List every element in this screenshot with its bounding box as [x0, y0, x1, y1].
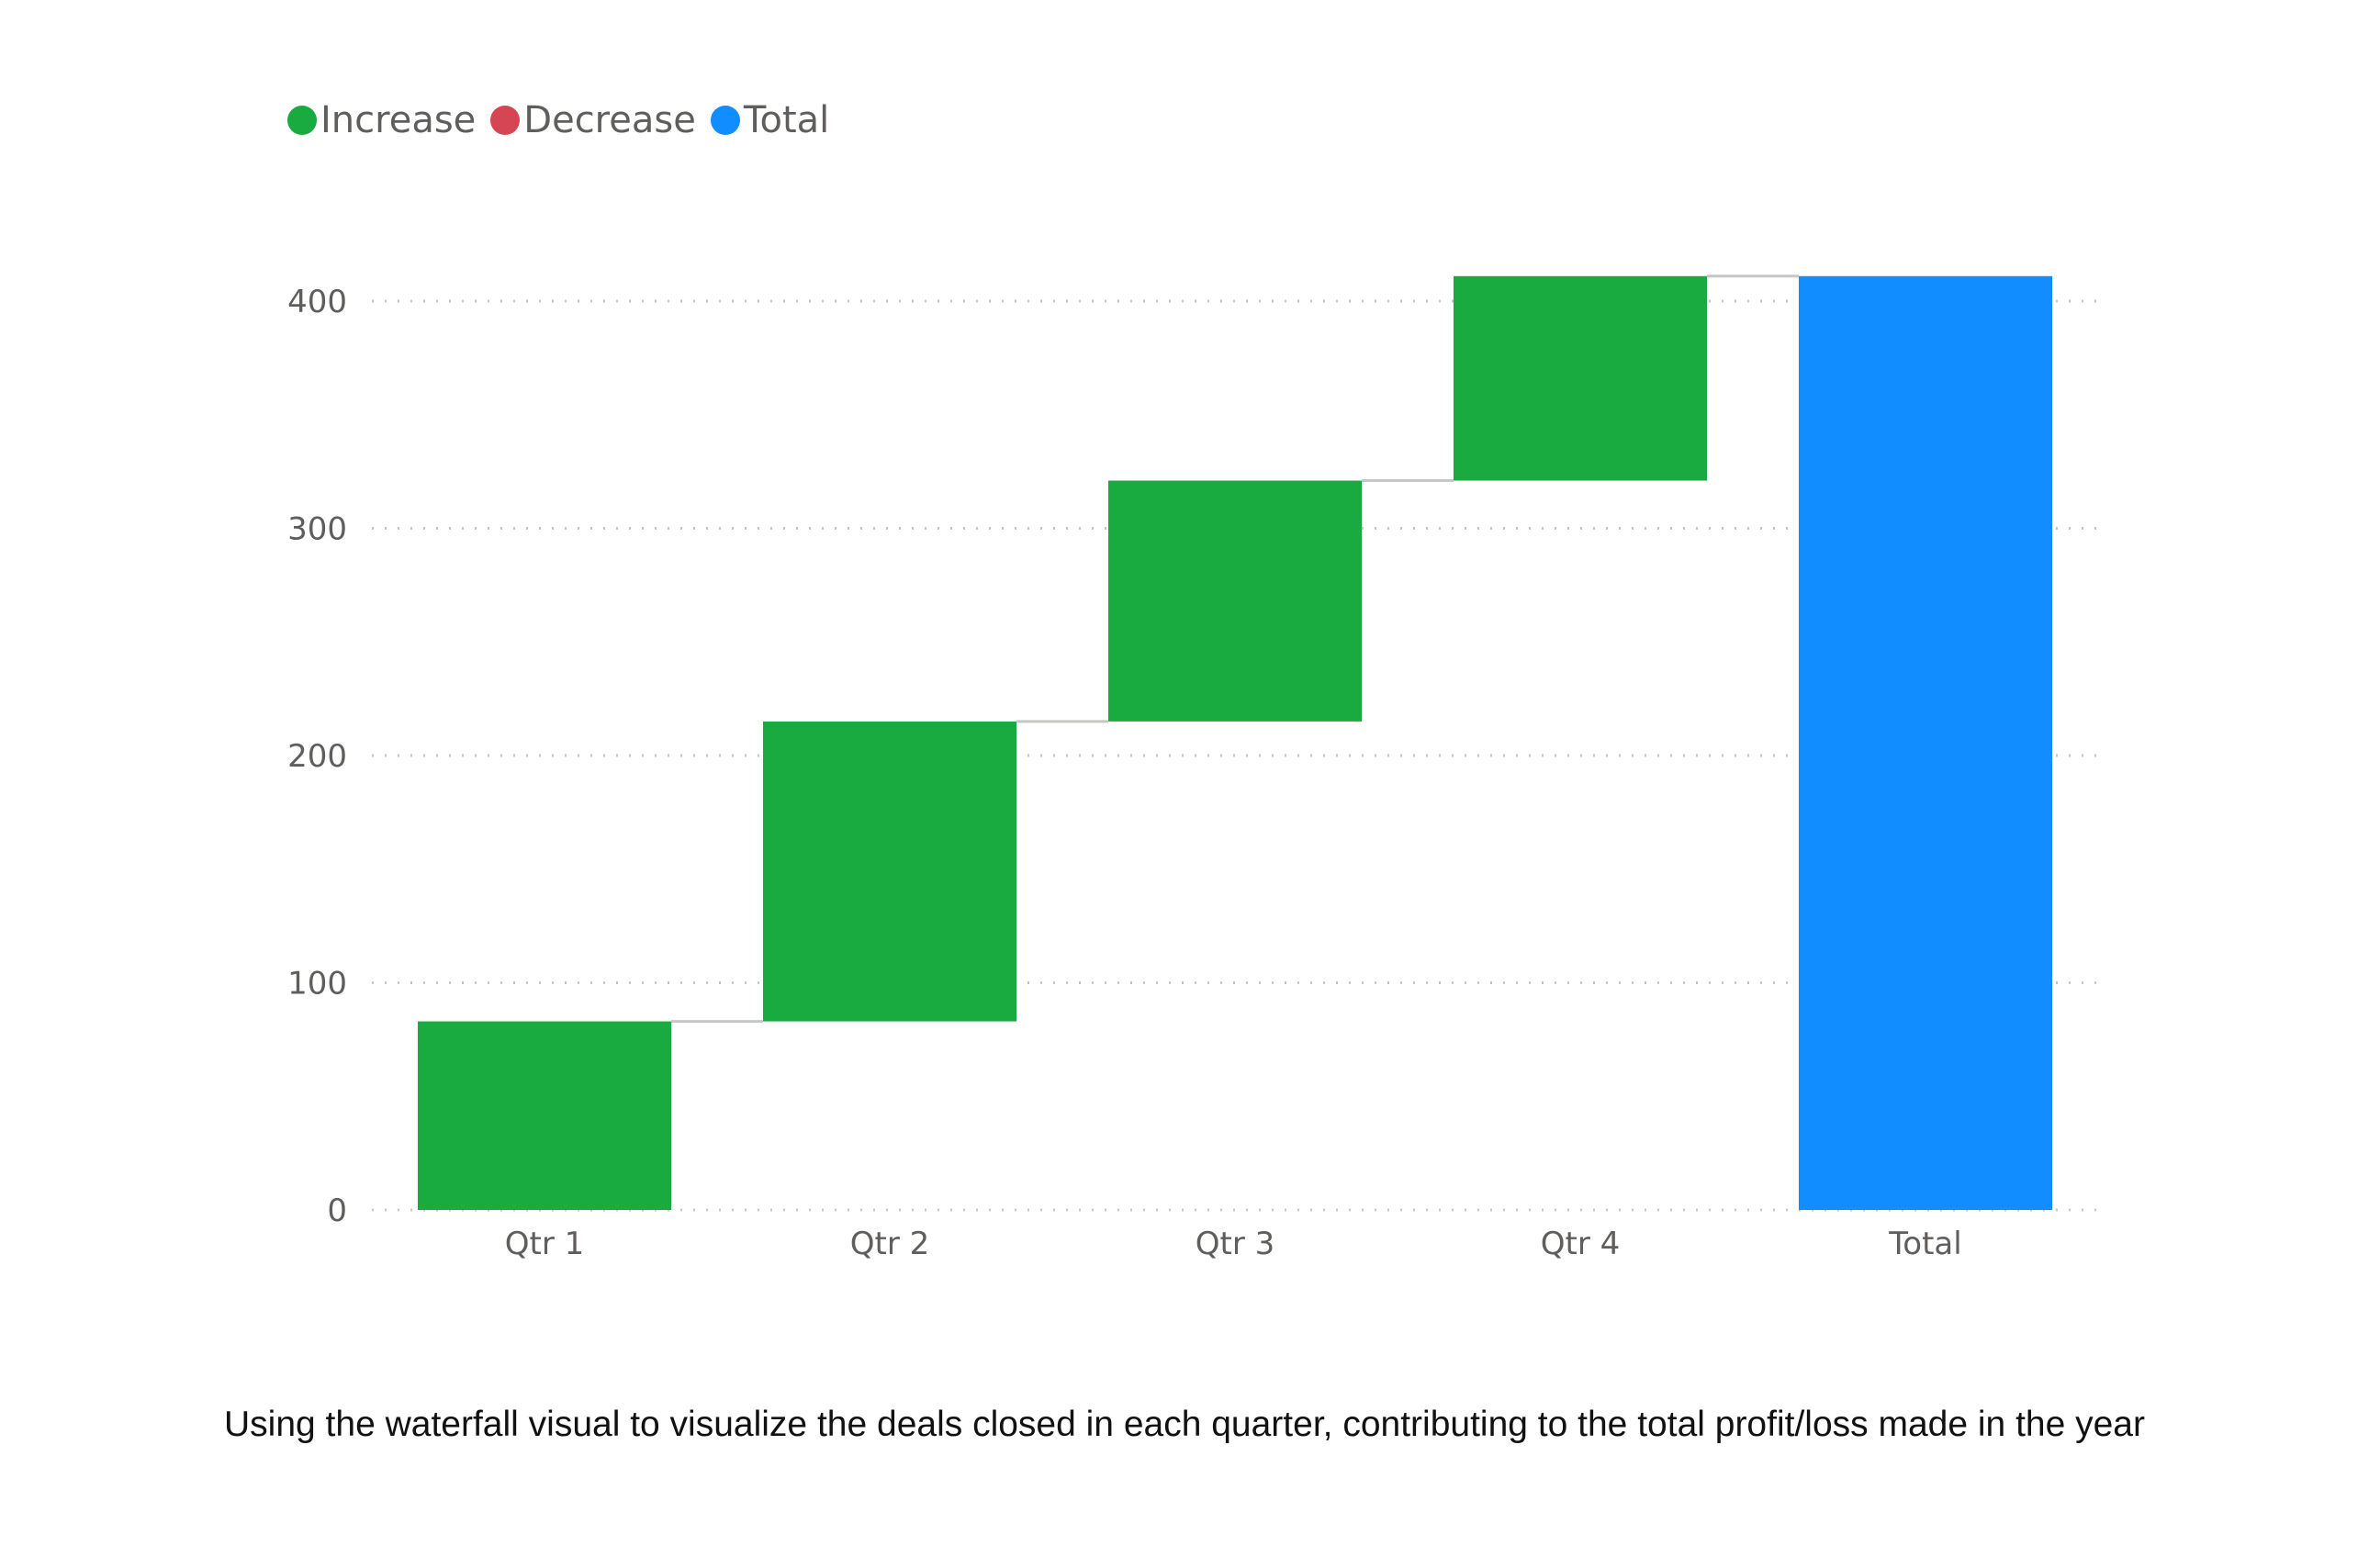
legend-item-total[interactable]: Total [710, 99, 830, 141]
legend-increase-label: Increase [320, 99, 477, 141]
x-tick-label-qtr-4: Qtr 4 [1541, 1226, 1621, 1262]
waterfall-chart: 0 100 200 300 400 Qtr 1 Qtr 2 Qtr 3 Qtr 4 Total [287, 274, 2098, 1262]
legend-total-marker [710, 106, 740, 135]
x-tick-label-qtr-2: Qtr 2 [850, 1226, 930, 1262]
bar-qtr-1 [418, 1021, 671, 1210]
x-tick-label-total: Total [1888, 1226, 1961, 1262]
x-tick-label-qtr-1: Qtr 1 [505, 1226, 585, 1262]
y-tick-label-200: 200 [287, 738, 347, 775]
x-tick-label-qtr-3: Qtr 3 [1196, 1226, 1275, 1262]
legend-item-decrease[interactable]: Decrease [490, 99, 696, 141]
legend-increase-marker [287, 106, 317, 135]
figure-caption: Using the waterfall visual to visualize … [224, 1405, 2145, 1444]
y-tick-label-100: 100 [287, 966, 347, 1002]
bar-qtr-3 [1108, 480, 1362, 722]
y-tick-label-300: 300 [287, 511, 347, 548]
legend-decrease-marker [490, 106, 521, 135]
legend-decrease-label: Decrease [523, 99, 696, 141]
chart-legend: Increase Decrease Total [287, 95, 844, 146]
y-tick-label-400: 400 [287, 284, 347, 320]
legend-item-increase[interactable]: Increase [287, 99, 476, 141]
y-tick-label-0: 0 [327, 1193, 347, 1229]
legend-total-label: Total [743, 99, 830, 141]
bar-qtr-4 [1454, 275, 1707, 481]
bar-total [1799, 275, 2052, 1210]
bar-qtr-2 [763, 721, 1016, 1022]
